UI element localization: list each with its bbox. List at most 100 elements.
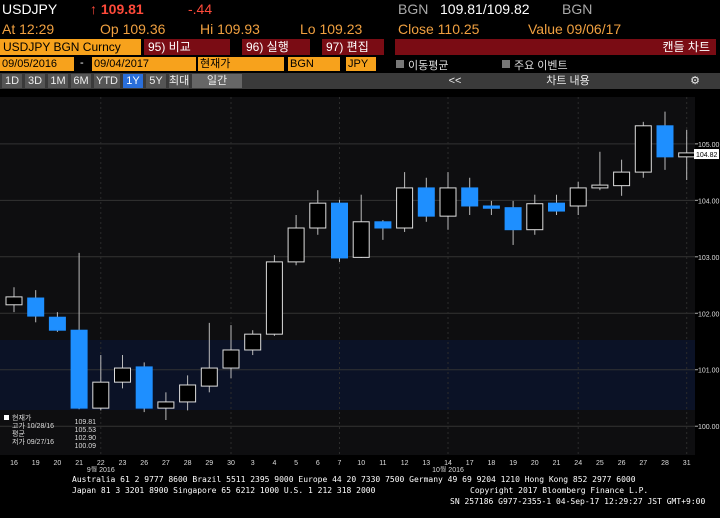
legend-value: 102.90 — [75, 435, 97, 442]
close: Close 110.25 — [398, 21, 480, 37]
period-button[interactable]: 1M — [48, 74, 68, 88]
checkbox[interactable] — [502, 60, 510, 68]
quote-row: USDJPY ↑ 109.81 -.44 BGN 109.81/109.82 B… — [0, 0, 720, 19]
candle-body — [265, 261, 283, 335]
x-tick-label: 27 — [162, 460, 170, 467]
candle-body — [374, 221, 392, 229]
footer: Australia 61 2 9777 8600 Brazil 5511 239… — [0, 472, 720, 518]
legend-value: 100.09 — [75, 443, 97, 450]
chart-contents[interactable]: 차트 내용 — [518, 74, 618, 88]
candle-body — [548, 202, 565, 212]
x-tick-label: 17 — [466, 460, 474, 467]
x-tick-label: 21 — [75, 460, 83, 467]
candle-body — [200, 367, 218, 387]
x-tick-label: 20 — [54, 460, 62, 467]
x-tick-label: 20 — [531, 460, 539, 467]
chart-name[interactable]: 캔들 차트 — [395, 39, 716, 55]
period-button[interactable]: 6M — [71, 74, 91, 88]
x-tick-label: 30 — [227, 460, 235, 467]
high: Hi 109.93 — [200, 21, 260, 37]
candle-body — [634, 125, 652, 173]
footer-line: SN 257186 G977-2355-1 04-Sep-17 12:29:27… — [450, 497, 706, 506]
y-tick-label: 105.00 — [698, 142, 720, 149]
x-tick-label: 28 — [184, 460, 192, 467]
open: Op 109.36 — [100, 21, 166, 37]
footer-line: Japan 81 3 3201 8900 Singapore 65 6212 1… — [72, 486, 376, 495]
period-button[interactable]: 최대 — [169, 74, 190, 88]
bid-ask: 109.81/109.82 — [440, 1, 530, 17]
settings-row: 09/05/2016 - 09/04/2017 현재가 BGN JPY 이동평균… — [0, 57, 720, 72]
security[interactable]: USDJPY BGN Curncy — [0, 39, 141, 55]
month-label: 10월 2016 — [432, 465, 464, 472]
candle-body — [396, 187, 414, 229]
x-tick-label: 14 — [444, 460, 452, 467]
x-tick-label: 16 — [10, 460, 18, 467]
period-button[interactable]: 1Y — [123, 74, 143, 88]
candle-body — [222, 349, 240, 369]
footer-line: Australia 61 2 9777 8600 Brazil 5511 239… — [72, 475, 636, 484]
start-date[interactable]: 09/05/2016 — [0, 57, 74, 71]
ticker: USDJPY — [2, 1, 58, 17]
y-tick-label: 103.00 — [698, 255, 720, 262]
x-tick-label: 6 — [316, 460, 320, 467]
candle-body — [27, 297, 45, 317]
events[interactable]: 주요 이벤트 — [514, 60, 568, 72]
source: BGN — [562, 1, 593, 17]
y-tick-label: 100.00 — [698, 424, 720, 431]
candle-body — [135, 366, 153, 409]
low: Lo 109.23 — [300, 21, 363, 37]
candle-body — [482, 205, 500, 209]
candle-body — [114, 367, 131, 383]
command-row: USDJPY BGN Curncy 95) 비교 96) 실행 97) 편집 캔… — [0, 38, 720, 56]
x-tick-label: 29 — [205, 460, 213, 467]
currency[interactable]: JPY — [346, 57, 376, 71]
frequency[interactable]: 일간 — [192, 74, 242, 88]
settings-icon[interactable]: ⚙ — [680, 74, 710, 88]
period-button[interactable]: 3D — [25, 74, 45, 88]
edit-button[interactable]: 97) 편집 — [322, 39, 384, 55]
collapse-button[interactable]: << — [395, 74, 515, 88]
legend-label: 저가 09/27/16 — [12, 437, 54, 446]
candle-body — [48, 316, 66, 331]
period-button[interactable]: 1D — [2, 74, 22, 88]
x-tick-label: 3 — [251, 460, 255, 467]
y-tick-label: 102.00 — [698, 311, 720, 318]
candle-body — [70, 329, 88, 409]
candle-body — [569, 187, 587, 207]
x-tick-label: 26 — [618, 460, 626, 467]
end-date[interactable]: 09/04/2017 — [92, 57, 196, 71]
x-tick-label: 21 — [553, 460, 561, 467]
checkbox[interactable] — [396, 60, 404, 68]
x-tick-label: 7 — [338, 460, 342, 467]
candle-body — [352, 221, 370, 258]
period-button[interactable]: 5Y — [146, 74, 166, 88]
candle-body — [331, 202, 348, 259]
candle-body — [309, 202, 327, 229]
dash: - — [80, 57, 84, 69]
candle-body — [417, 187, 435, 217]
pricing[interactable]: BGN — [288, 57, 340, 71]
candle-body — [678, 152, 696, 158]
run-button[interactable]: 96) 실행 — [242, 39, 310, 55]
x-tick-label: 19 — [509, 460, 517, 467]
field[interactable]: 현재가 — [198, 57, 284, 71]
month-label: 9월 2016 — [87, 465, 115, 472]
candle-body — [526, 203, 544, 231]
candle-body — [157, 401, 175, 409]
source: BGN — [398, 1, 429, 17]
legend-label: 고가 10/28/16 — [12, 421, 54, 430]
x-tick-label: 13 — [422, 460, 430, 467]
legend-value: 109.81 — [75, 419, 97, 426]
x-tick-label: 25 — [596, 460, 604, 467]
compare-button[interactable]: 95) 비교 — [144, 39, 230, 55]
moving-average[interactable]: 이동평균 — [408, 60, 449, 72]
period-button[interactable]: YTD — [94, 74, 120, 88]
candle-body — [179, 384, 197, 403]
x-tick-label: 19 — [32, 460, 40, 467]
candle-body — [504, 207, 522, 231]
x-tick-label: 31 — [683, 460, 691, 467]
candle-body — [613, 171, 631, 187]
period-row: 1D 3D 1M 6M YTD 1Y 5Y 최대 일간 << 차트 내용 ⚙ — [0, 73, 720, 89]
x-tick-label: 4 — [272, 460, 276, 467]
